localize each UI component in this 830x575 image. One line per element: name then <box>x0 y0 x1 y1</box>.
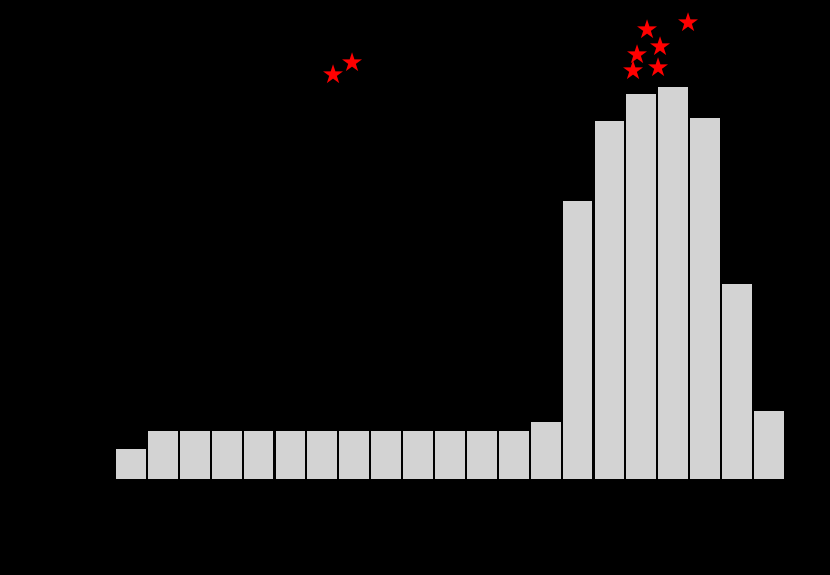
star-marker: ★ <box>340 48 364 78</box>
histogram-bar <box>497 430 530 480</box>
x-axis-line <box>100 480 800 481</box>
histogram-bar <box>657 86 690 480</box>
star-marker: ★ <box>648 32 672 62</box>
star-marker: ★ <box>321 60 345 90</box>
histogram-bar <box>306 430 339 480</box>
histogram-bar <box>465 430 498 480</box>
histogram-bar <box>721 283 753 480</box>
star-marker: ★ <box>625 40 649 70</box>
histogram-bar <box>753 410 785 480</box>
histogram-bar <box>115 448 147 480</box>
star-marker: ★ <box>646 53 670 83</box>
histogram-bar <box>178 430 211 480</box>
histogram-bar <box>561 200 594 480</box>
histogram-bar <box>434 430 466 480</box>
histogram-bar <box>370 430 403 480</box>
star-marker: ★ <box>676 8 700 38</box>
histogram-bar <box>274 430 307 480</box>
histogram-bar <box>625 93 658 480</box>
histogram-bar <box>529 421 562 480</box>
histogram-bar <box>689 117 722 480</box>
histogram-bar <box>338 430 371 480</box>
star-marker: ★ <box>635 15 659 45</box>
histogram-bar <box>402 430 434 480</box>
histogram-bar <box>242 430 275 480</box>
histogram-bar <box>593 120 626 480</box>
histogram-bar <box>210 430 243 480</box>
star-marker: ★ <box>621 56 645 86</box>
histogram-bar <box>146 430 179 480</box>
